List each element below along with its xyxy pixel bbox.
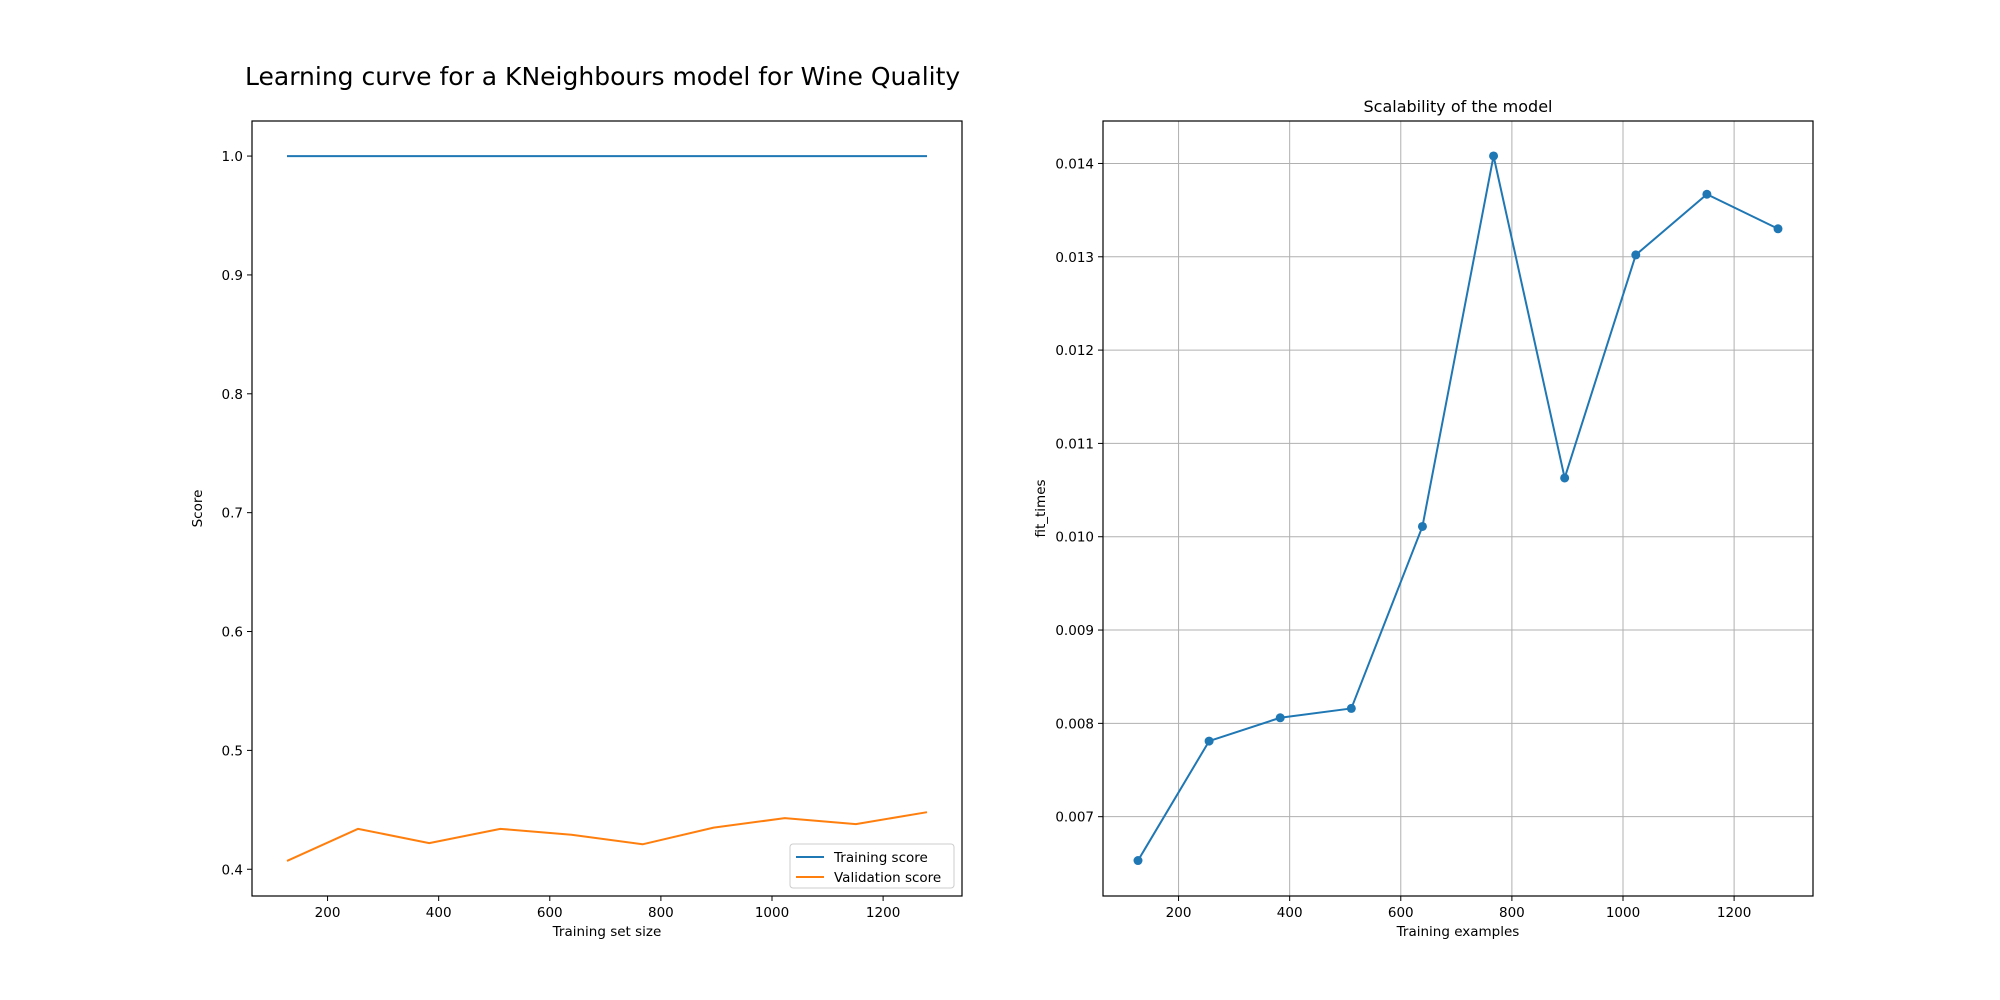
data-point — [1560, 473, 1570, 483]
axes-title: Scalability of the model — [1364, 97, 1553, 116]
data-point — [1346, 703, 1356, 713]
data-point — [1417, 521, 1427, 531]
learning-curve-axes: 200 400 600 800 1000 1200 0.4 0.5 0.6 0.7 0.8 0.9 1.… — [190, 120, 963, 940]
y-axis-label: Score — [190, 490, 206, 528]
legend: Training score Validation score — [789, 843, 955, 889]
scalability-axes: 200 400 600 800 1000 1200 0.007 0.008 0.009 0.010… — [1033, 97, 1814, 940]
series-line-1 — [1137, 154, 1779, 862]
x-tick-label: 1200 — [866, 905, 900, 921]
y-tick-label: 0.4 — [222, 862, 243, 878]
y-tick-label: 0.007 — [1055, 810, 1094, 826]
x-tick-label: 400 — [426, 905, 452, 921]
x-tick-label: 200 — [315, 905, 341, 921]
x-tick-label: 800 — [648, 905, 674, 921]
y-tick-label: 0.009 — [1055, 623, 1094, 639]
y-tick-label: 0.7 — [222, 506, 243, 522]
data-point — [1631, 250, 1641, 260]
y-tick-label: 0.8 — [222, 387, 243, 403]
y-tick-label: 0.012 — [1055, 343, 1094, 359]
y-tick-label: 0.5 — [222, 743, 243, 759]
data-point — [1133, 856, 1143, 866]
legend-box — [789, 843, 955, 889]
y-tick-label: 0.011 — [1055, 436, 1094, 452]
x-tick-label: 200 — [1166, 905, 1192, 921]
x-tick-label: 800 — [1499, 905, 1525, 921]
y-tick-label: 0.6 — [222, 625, 243, 641]
axes-frame — [1102, 120, 1814, 897]
figure-suptitle: Learning curve for a KNeighbours model f… — [245, 62, 961, 91]
data-point — [1773, 224, 1783, 234]
y-tick-label: 1.0 — [222, 149, 243, 165]
y-tick-label: 0.008 — [1055, 716, 1094, 732]
data-point — [1702, 189, 1712, 199]
x-axis-label: Training examples — [1396, 924, 1520, 940]
x-tick-label: 400 — [1277, 905, 1303, 921]
y-axis-label: fit_times — [1033, 479, 1049, 537]
x-tick-label: 600 — [1388, 905, 1414, 921]
x-tick-label: 1000 — [755, 905, 789, 921]
data-point — [1489, 151, 1499, 161]
data-point — [1275, 713, 1285, 723]
data-point — [1204, 736, 1214, 746]
x-tick-label: 1000 — [1606, 905, 1640, 921]
axes-frame — [251, 120, 963, 897]
x-tick-label: 1200 — [1717, 905, 1751, 921]
y-tick-label: 0.010 — [1055, 530, 1094, 546]
y-tick-label: 0.9 — [222, 268, 243, 284]
legend-label: Validation score — [834, 870, 941, 886]
x-tick-label: 600 — [537, 905, 563, 921]
y-tick-label: 0.014 — [1055, 156, 1094, 172]
legend-label: Training score — [833, 850, 928, 866]
series-line-2 — [286, 811, 928, 862]
x-axis-label: Training set size — [552, 924, 662, 940]
y-tick-label: 0.013 — [1055, 250, 1094, 266]
